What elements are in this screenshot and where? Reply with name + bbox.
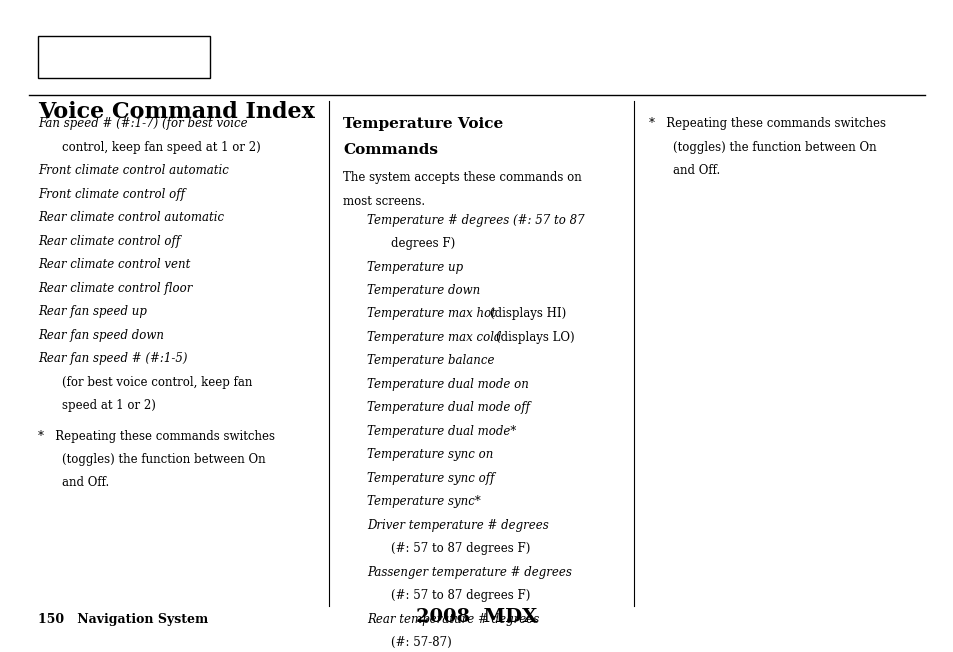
- Text: (#: 57 to 87 degrees F): (#: 57 to 87 degrees F): [391, 589, 530, 602]
- Text: Temperature # degrees (#: 57 to 87: Temperature # degrees (#: 57 to 87: [367, 214, 584, 227]
- Text: (displays HI): (displays HI): [490, 308, 566, 321]
- Text: Rear fan speed # (#:1-5): Rear fan speed # (#:1-5): [38, 352, 188, 365]
- Text: degrees F): degrees F): [391, 237, 455, 250]
- Text: Temperature sync*: Temperature sync*: [367, 496, 480, 509]
- Text: Fan speed # (#:1-7) (for best voice: Fan speed # (#:1-7) (for best voice: [38, 117, 248, 130]
- Text: Temperature max hot: Temperature max hot: [367, 308, 499, 321]
- Text: *   Repeating these commands switches: * Repeating these commands switches: [648, 117, 884, 130]
- Text: Temperature sync off: Temperature sync off: [367, 472, 495, 485]
- Text: 150   Navigation System: 150 Navigation System: [38, 613, 208, 626]
- Text: The system accepts these commands on: The system accepts these commands on: [343, 171, 581, 185]
- Text: Temperature sync on: Temperature sync on: [367, 449, 493, 462]
- Text: Passenger temperature # degrees: Passenger temperature # degrees: [367, 566, 572, 579]
- Text: Rear climate control vent: Rear climate control vent: [38, 258, 191, 271]
- Text: 2008  MDX: 2008 MDX: [416, 608, 537, 626]
- Text: Rear temperature # degrees: Rear temperature # degrees: [367, 613, 539, 626]
- Text: Temperature dual mode off: Temperature dual mode off: [367, 402, 530, 415]
- Text: Rear climate control off: Rear climate control off: [38, 235, 180, 248]
- Text: Temperature dual mode*: Temperature dual mode*: [367, 425, 516, 438]
- Text: (#: 57 to 87 degrees F): (#: 57 to 87 degrees F): [391, 542, 530, 556]
- Text: Front climate control off: Front climate control off: [38, 188, 185, 201]
- Text: (#: 57-87): (#: 57-87): [391, 636, 452, 649]
- Text: Temperature Voice: Temperature Voice: [343, 117, 503, 131]
- FancyBboxPatch shape: [38, 36, 210, 78]
- Text: (toggles) the function between On: (toggles) the function between On: [672, 141, 875, 154]
- Text: Temperature dual mode on: Temperature dual mode on: [367, 378, 529, 391]
- Text: and Off.: and Off.: [672, 164, 720, 177]
- Text: Driver temperature # degrees: Driver temperature # degrees: [367, 519, 549, 532]
- Text: Rear climate control floor: Rear climate control floor: [38, 282, 193, 295]
- Text: speed at 1 or 2): speed at 1 or 2): [62, 399, 155, 412]
- Text: Voice Command Index: Voice Command Index: [38, 101, 314, 123]
- Text: Temperature up: Temperature up: [367, 261, 463, 274]
- Text: and Off.: and Off.: [62, 477, 110, 490]
- Text: most screens.: most screens.: [343, 195, 425, 208]
- Text: *   Repeating these commands switches: * Repeating these commands switches: [38, 430, 274, 443]
- Text: Rear climate control automatic: Rear climate control automatic: [38, 211, 224, 224]
- Text: (displays LO): (displays LO): [496, 331, 575, 344]
- Text: Temperature max cold: Temperature max cold: [367, 331, 505, 344]
- Text: Front climate control automatic: Front climate control automatic: [38, 164, 229, 177]
- Text: Commands: Commands: [343, 143, 438, 157]
- Text: (for best voice control, keep fan: (for best voice control, keep fan: [62, 376, 253, 389]
- Text: (toggles) the function between On: (toggles) the function between On: [62, 453, 265, 466]
- Text: Temperature down: Temperature down: [367, 284, 480, 297]
- Text: Rear fan speed up: Rear fan speed up: [38, 305, 147, 318]
- Text: Rear fan speed down: Rear fan speed down: [38, 329, 164, 342]
- Text: control, keep fan speed at 1 or 2): control, keep fan speed at 1 or 2): [62, 141, 260, 154]
- Text: Temperature balance: Temperature balance: [367, 355, 495, 368]
